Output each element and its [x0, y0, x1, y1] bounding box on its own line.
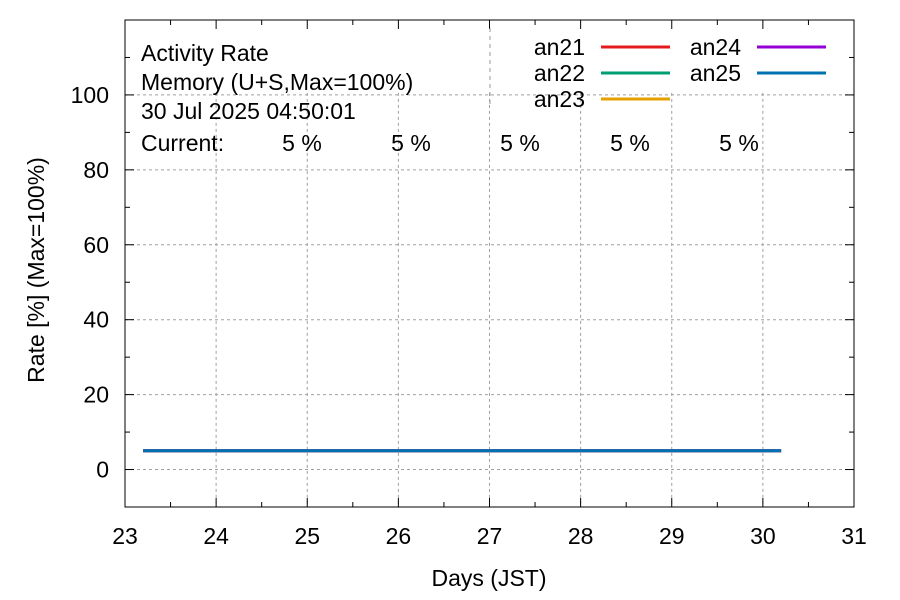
y-tick-label: 20	[83, 382, 109, 408]
x-tick-label: 29	[659, 523, 685, 549]
current-value-an24: 5 %	[610, 130, 650, 156]
y-tick-label: 40	[83, 307, 109, 333]
x-tick-label: 26	[386, 523, 412, 549]
legend-label-an25: an25	[690, 60, 741, 86]
x-tick-label: 27	[477, 523, 503, 549]
title-line-3: 30 Jul 2025 04:50:01	[141, 98, 356, 124]
x-tick-label: 24	[203, 523, 229, 549]
x-tick-label: 31	[841, 523, 867, 549]
y-tick-label: 80	[83, 157, 109, 183]
title-line-1: Activity Rate	[141, 40, 269, 66]
x-tick-label: 28	[568, 523, 594, 549]
title-line-2: Memory (U+S,Max=100%)	[141, 69, 413, 95]
legend-label-an21: an21	[534, 34, 585, 60]
current-values: 5 % 5 % 5 % 5 % 5 %	[282, 130, 759, 156]
y-tick-label: 0	[96, 457, 109, 483]
legend-label-an23: an23	[534, 86, 585, 112]
legend-label-an22: an22	[534, 60, 585, 86]
tick-labels: 23 24 25 26 27 28 29 30 31 0 20 40 60 80 100	[71, 82, 867, 549]
current-value-an22: 5 %	[391, 130, 431, 156]
legend-label-an24: an24	[690, 34, 741, 60]
current-value-an21: 5 %	[282, 130, 322, 156]
x-tick-label: 23	[112, 523, 138, 549]
y-tick-label: 60	[83, 232, 109, 258]
x-axis-label: Days (JST)	[432, 565, 547, 591]
current-value-an25: 5 %	[719, 130, 759, 156]
x-tick-label: 30	[750, 523, 776, 549]
y-axis-label: Rate [%] (Max=100%)	[23, 157, 49, 383]
y-tick-label: 100	[71, 82, 109, 108]
current-value-an23: 5 %	[500, 130, 540, 156]
x-tick-label: 25	[294, 523, 320, 549]
grid	[125, 92, 854, 507]
plot-frame	[124, 19, 855, 508]
current-label: Current:	[141, 130, 224, 156]
